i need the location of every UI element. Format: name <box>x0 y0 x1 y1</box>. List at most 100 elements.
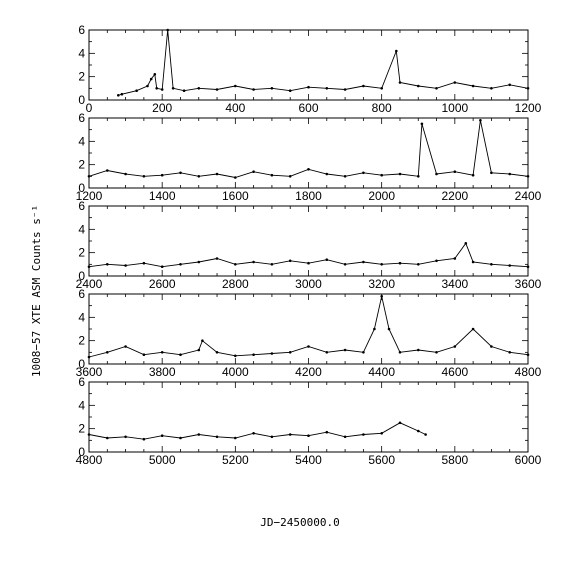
y-tick-label: 4 <box>78 46 85 60</box>
data-point <box>166 28 169 32</box>
y-tick-label: 6 <box>78 375 85 389</box>
x-tick-label: 1400 <box>149 189 176 203</box>
data-point <box>197 348 201 352</box>
data-point <box>234 176 237 179</box>
light-curve-line <box>88 422 426 440</box>
data-point <box>362 260 365 264</box>
data-point <box>417 429 420 433</box>
y-tick-label: 2 <box>78 334 85 348</box>
data-point <box>526 353 530 357</box>
data-point <box>197 87 201 90</box>
data-point <box>325 430 329 434</box>
light-curve-line <box>88 242 529 268</box>
light-curve-line <box>118 29 529 96</box>
data-point <box>508 264 512 267</box>
x-tick-label: 3800 <box>149 365 176 379</box>
x-tick-label: 3600 <box>76 365 103 379</box>
x-tick-label: 5400 <box>295 453 322 467</box>
data-point <box>160 265 164 269</box>
data-point <box>149 77 153 81</box>
data-point <box>526 87 530 90</box>
data-point <box>471 260 475 264</box>
data-point <box>435 351 438 354</box>
data-point <box>420 122 424 126</box>
data-point <box>343 175 347 178</box>
data-point <box>490 171 493 175</box>
panel-3: 2400 2600 2800 3000 3200 3400 3600 0 2 4 6 <box>76 199 542 291</box>
data-point <box>380 173 384 177</box>
data-point <box>215 257 219 260</box>
data-point <box>179 263 182 266</box>
y-tick-label: 6 <box>78 287 85 301</box>
x-tick-label: 6000 <box>515 453 542 467</box>
x-tick-label: 4800 <box>515 365 542 379</box>
data-point <box>106 169 109 172</box>
data-point <box>417 84 420 88</box>
data-point <box>234 84 237 88</box>
x-tick-label: 5200 <box>222 453 249 467</box>
panel-4: 3600 3800 4000 4200 4400 4600 4800 0 2 4 6 <box>76 287 542 379</box>
data-point <box>526 265 530 269</box>
x-tick-label: 3000 <box>295 277 322 291</box>
y-tick-label: 4 <box>78 134 85 148</box>
data-point <box>270 352 274 355</box>
data-point <box>153 73 157 76</box>
data-point <box>117 94 120 97</box>
data-point <box>380 263 384 266</box>
x-tick-label: 1200 <box>76 189 103 203</box>
data-point <box>508 172 512 176</box>
y-tick-label: 2 <box>78 422 85 436</box>
data-point <box>387 327 391 331</box>
data-point <box>124 435 127 439</box>
x-tick-label: 200 <box>152 101 172 115</box>
data-point <box>197 175 201 178</box>
data-point <box>215 172 219 176</box>
data-point <box>453 81 457 84</box>
x-tick-label: 2200 <box>441 189 468 203</box>
data-point <box>252 170 255 173</box>
data-point <box>380 432 384 435</box>
data-point <box>106 263 109 266</box>
data-point <box>307 434 310 438</box>
data-point <box>362 84 365 88</box>
data-point <box>307 168 310 171</box>
data-point <box>417 175 420 178</box>
x-axis-title: JD−2450000.0 <box>260 516 339 529</box>
data-point <box>362 351 365 354</box>
data-point <box>146 84 149 88</box>
data-point <box>160 88 164 91</box>
data-point <box>453 257 457 260</box>
x-tick-label: 1000 <box>441 101 468 115</box>
x-tick-label: 400 <box>225 101 245 115</box>
x-tick-label: 1200 <box>515 101 542 115</box>
data-point <box>417 263 420 266</box>
y-tick-label: 0 <box>78 269 85 283</box>
data-point <box>398 261 402 265</box>
x-tick-label: 800 <box>372 101 392 115</box>
data-point <box>435 259 438 263</box>
x-tick-label: 0 <box>86 101 93 115</box>
x-tick-label: 3400 <box>441 277 468 291</box>
data-point <box>135 89 138 92</box>
x-tick-label: 4200 <box>295 365 322 379</box>
x-tick-label: 600 <box>298 101 318 115</box>
data-point <box>288 351 292 354</box>
x-tick-label: 5800 <box>441 453 468 467</box>
data-point <box>362 433 365 436</box>
data-point <box>508 83 512 87</box>
data-point <box>142 437 146 441</box>
data-point <box>197 433 201 436</box>
y-tick-label: 2 <box>78 70 85 84</box>
y-tick-label: 4 <box>78 398 85 412</box>
data-point <box>417 348 420 352</box>
data-point <box>270 87 274 90</box>
x-tick-label: 1800 <box>295 189 322 203</box>
y-tick-label: 4 <box>78 310 85 324</box>
data-point <box>120 92 124 96</box>
data-point <box>142 175 146 178</box>
data-point <box>234 436 237 440</box>
data-point <box>343 88 347 91</box>
data-point <box>288 89 292 92</box>
data-point <box>270 263 274 266</box>
data-point <box>197 260 201 264</box>
